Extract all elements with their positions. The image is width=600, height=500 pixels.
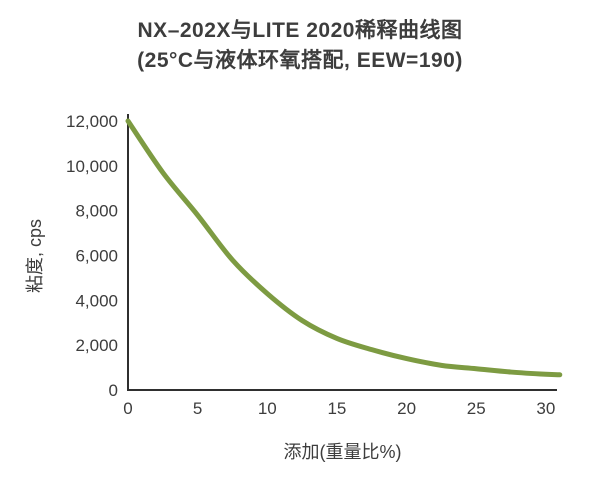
y-tick-label: 2,000: [75, 336, 118, 355]
x-tick-label: 0: [123, 399, 132, 418]
y-tick-label: 4,000: [75, 291, 118, 310]
y-tick-label: 8,000: [75, 202, 118, 221]
y-tick-label: 10,000: [66, 157, 118, 176]
x-tick-label: 20: [397, 399, 416, 418]
y-tick-label: 0: [109, 381, 118, 400]
x-tick-label: 5: [193, 399, 202, 418]
x-tick-label: 25: [467, 399, 486, 418]
y-tick-label: 12,000: [66, 112, 118, 131]
x-tick-label: 30: [536, 399, 555, 418]
x-axis-label: 添加(重量比%): [283, 442, 402, 462]
x-tick-label: 15: [327, 399, 346, 418]
chart-subtitle: (25°C与液体环氧搭配, EEW=190): [137, 49, 463, 72]
x-tick-label: 10: [258, 399, 277, 418]
y-tick-label: 6,000: [75, 247, 118, 266]
chart-title: NX–202X与LITE 2020稀释曲线图: [137, 19, 463, 42]
dilution-curve-line: [125, 118, 563, 378]
axes-lines: [127, 114, 557, 391]
